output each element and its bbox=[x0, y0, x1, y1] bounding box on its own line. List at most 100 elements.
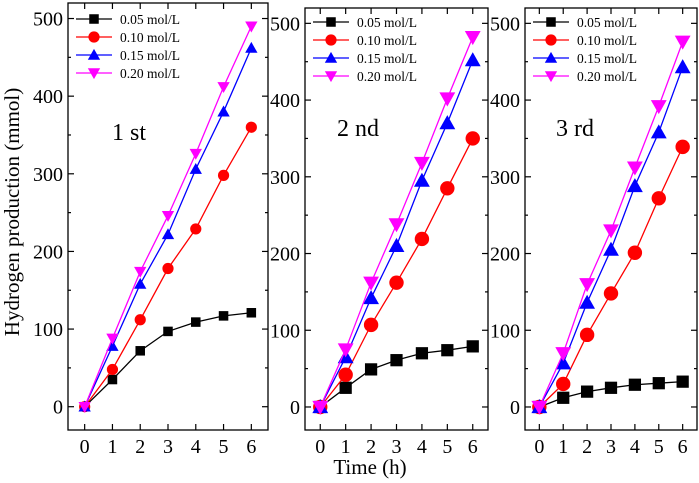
data-point bbox=[245, 121, 257, 133]
x-tick-label: 1 bbox=[341, 436, 351, 458]
data-point bbox=[161, 210, 175, 222]
series-0-10-mol-l bbox=[79, 121, 257, 413]
data-point bbox=[163, 326, 173, 337]
data-point bbox=[390, 354, 403, 367]
y-tick-label: 100 bbox=[33, 319, 63, 341]
legend-label: 0.10 mol/L bbox=[577, 33, 637, 48]
data-point bbox=[413, 172, 430, 187]
legend-label: 0.15 mol/L bbox=[577, 51, 637, 66]
legend: 0.05 mol/L 0.10 mol/L 0.15 mol/L 0.20 mol/L bbox=[313, 15, 417, 84]
legend-label: 0.20 mol/L bbox=[120, 66, 180, 81]
data-point bbox=[217, 105, 230, 117]
x-tick-label: 2 bbox=[582, 436, 592, 458]
y-tick-label: 200 bbox=[33, 241, 63, 263]
data-point bbox=[134, 266, 147, 278]
data-point bbox=[441, 344, 454, 357]
legend-marker bbox=[88, 31, 100, 43]
x-tick-label: 6 bbox=[678, 436, 688, 458]
x-tick-label: 3 bbox=[606, 436, 616, 458]
y-tick-label: 0 bbox=[290, 397, 300, 419]
data-point bbox=[134, 314, 146, 326]
y-tick-label: 300 bbox=[33, 164, 63, 186]
data-point bbox=[414, 231, 430, 247]
data-point bbox=[464, 31, 481, 46]
data-point bbox=[626, 178, 643, 193]
legend-marker bbox=[544, 71, 558, 83]
x-tick-label: 6 bbox=[246, 436, 256, 458]
data-point bbox=[531, 400, 548, 415]
legend-marker bbox=[89, 14, 99, 24]
data-point bbox=[604, 381, 618, 394]
data-point bbox=[78, 401, 91, 413]
data-point bbox=[603, 286, 619, 301]
legend-label: 0.05 mol/L bbox=[120, 12, 180, 27]
data-point bbox=[652, 377, 665, 390]
data-point bbox=[557, 391, 570, 404]
data-point bbox=[413, 156, 430, 171]
x-tick-label: 5 bbox=[442, 436, 452, 458]
data-point bbox=[439, 92, 456, 107]
data-point bbox=[190, 223, 202, 235]
data-point bbox=[603, 224, 619, 239]
legend-marker bbox=[325, 34, 337, 46]
data-point bbox=[603, 241, 619, 256]
x-tick-label: 6 bbox=[468, 436, 478, 458]
data-point bbox=[650, 124, 667, 139]
series-0-20-mol-l bbox=[531, 35, 691, 415]
legend-label: 0.15 mol/L bbox=[120, 48, 180, 63]
y-tick-label: 300 bbox=[270, 167, 300, 189]
data-point bbox=[191, 317, 201, 327]
legend-marker bbox=[326, 17, 336, 27]
legend-marker bbox=[87, 68, 101, 80]
y-tick-label: 0 bbox=[53, 397, 63, 419]
data-point bbox=[312, 400, 329, 415]
data-point bbox=[217, 82, 230, 94]
data-point bbox=[555, 347, 572, 362]
x-axis-title: Time (h) bbox=[333, 455, 406, 479]
legend-marker bbox=[324, 51, 338, 63]
data-point bbox=[440, 181, 455, 196]
x-tick-label: 1 bbox=[107, 436, 117, 458]
x-tick-label: 2 bbox=[135, 436, 145, 458]
legend-label: 0.20 mol/L bbox=[577, 69, 637, 84]
y-tick-label: 100 bbox=[270, 320, 300, 342]
y-tick-label: 300 bbox=[490, 167, 520, 189]
legend: 0.05 mol/L 0.10 mol/L 0.15 mol/L 0.20 mol/L bbox=[533, 15, 637, 84]
x-tick-label: 1 bbox=[558, 436, 568, 458]
data-point bbox=[439, 115, 456, 130]
y-tick-label: 200 bbox=[270, 244, 300, 266]
legend-marker bbox=[87, 48, 101, 60]
data-point bbox=[674, 35, 691, 50]
data-point bbox=[466, 340, 479, 353]
data-point bbox=[134, 277, 147, 289]
legend-marker bbox=[546, 17, 556, 27]
data-point bbox=[579, 278, 596, 293]
data-point bbox=[135, 346, 145, 356]
data-point bbox=[465, 131, 480, 146]
data-point bbox=[626, 161, 643, 176]
data-point bbox=[106, 363, 119, 376]
data-point bbox=[106, 339, 119, 351]
y-tick-label: 0 bbox=[510, 397, 520, 419]
data-point bbox=[364, 363, 378, 376]
data-point bbox=[388, 237, 405, 252]
y-tick-label: 400 bbox=[270, 90, 300, 112]
data-point bbox=[388, 218, 405, 233]
legend-marker bbox=[544, 51, 558, 63]
legend-label: 0.15 mol/L bbox=[357, 51, 417, 66]
legend-label: 0.10 mol/L bbox=[357, 33, 417, 48]
data-point bbox=[556, 376, 571, 392]
run-label: 1 st bbox=[112, 120, 146, 146]
series-0-15-mol-l bbox=[312, 52, 481, 414]
x-tick-label: 0 bbox=[315, 436, 325, 458]
run-label: 3 rd bbox=[556, 116, 594, 142]
data-point bbox=[363, 276, 380, 291]
y-tick-label: 100 bbox=[490, 320, 520, 342]
data-point bbox=[189, 162, 202, 174]
run-label: 2 nd bbox=[337, 116, 379, 142]
data-point bbox=[246, 308, 257, 318]
